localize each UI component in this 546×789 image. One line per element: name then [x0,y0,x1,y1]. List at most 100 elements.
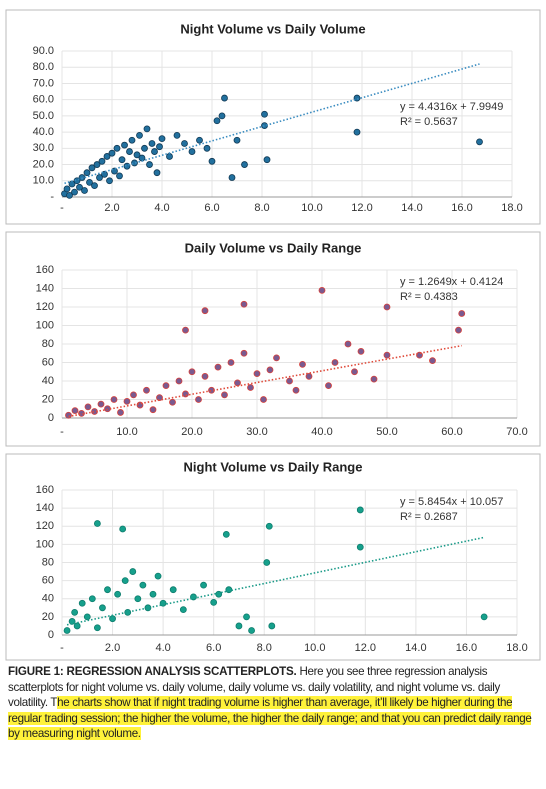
point [188,148,196,155]
point [429,357,436,365]
point [121,577,129,585]
y-tick-label: 100 [36,319,54,331]
point [227,359,235,366]
point [356,543,364,551]
caption-highlight: he charts show that if night trading vol… [8,696,532,740]
y-tick-label: 160 [36,484,54,496]
x-tick-label: - [60,642,64,654]
x-tick-label: 4.0 [154,202,169,214]
point [110,396,118,403]
point [265,522,273,530]
point [299,360,306,368]
point [136,131,143,139]
point [104,586,111,594]
point [71,188,78,196]
x-tick-label: 16.0 [451,202,472,214]
point [83,169,91,177]
x-tick-label: 6.0 [204,202,219,214]
point [129,568,137,575]
point [117,409,124,416]
point [325,382,332,390]
x-tick-label: 50.0 [376,426,397,438]
point [182,326,189,334]
y-tick-label: 90.0 [33,45,54,57]
y-tick-label: 40 [42,593,54,605]
point [78,599,86,607]
point [154,572,162,580]
y-tick-label: 0 [48,629,54,641]
point [126,148,133,155]
point [83,613,91,621]
point [143,386,150,394]
caption-text: Here you see three regression analysis s… [8,665,500,709]
point [213,117,221,125]
trendline [68,344,462,418]
point [84,403,92,411]
point [351,368,358,376]
point [201,307,209,315]
point [151,148,158,155]
point [66,191,73,199]
point [63,627,71,634]
point [181,140,188,147]
x-tick-label: 8.0 [257,642,272,654]
point [73,622,81,630]
point [128,136,136,144]
point [65,411,72,419]
x-tick-label: 6.0 [206,642,221,654]
x-tick-label: 12.0 [351,202,372,214]
point [455,326,462,334]
point [134,595,142,603]
point [109,615,116,623]
point [158,135,166,143]
point [81,187,88,194]
y-tick-label: 140 [36,282,54,294]
charts: Night Volume vs Daily Volume - 10.0 20.0 30.… [5,9,541,661]
point [88,595,96,603]
trendline [66,536,485,626]
point [106,177,113,185]
point [208,157,216,165]
point [63,185,71,193]
x-tick-label: 30.0 [246,426,267,438]
point [196,136,203,144]
point [130,391,137,399]
point [118,156,126,164]
x-tick-label: 8.0 [254,202,269,214]
point [266,366,274,374]
point [93,624,101,632]
x-tick-label: 16.0 [456,642,477,654]
point [221,94,228,102]
point [305,372,313,380]
y-tick-label: 20 [42,611,54,623]
point [153,169,161,177]
point [247,384,254,391]
point [93,161,101,168]
point [166,153,173,160]
y-tick-label: 40.0 [33,126,54,138]
point [139,581,147,589]
point [91,182,98,190]
point [273,354,280,362]
point [215,590,223,598]
chart-title: Daily Volume vs Daily Range [185,240,362,255]
point [124,608,132,616]
y-tick-label: 60 [42,356,54,368]
point [222,531,230,538]
y-tick-label: 140 [36,502,54,514]
y-tick-label: 120 [36,301,54,313]
point [240,349,248,357]
point [243,613,250,621]
y-tick-label: 20.0 [33,158,54,170]
x-tick-label: 60.0 [441,426,462,438]
point [225,586,233,594]
chart-frame [5,453,541,661]
point [344,340,352,348]
point [86,178,93,186]
point [133,151,141,159]
point [210,598,218,606]
point [241,161,248,168]
point [214,363,222,371]
point [201,372,209,380]
